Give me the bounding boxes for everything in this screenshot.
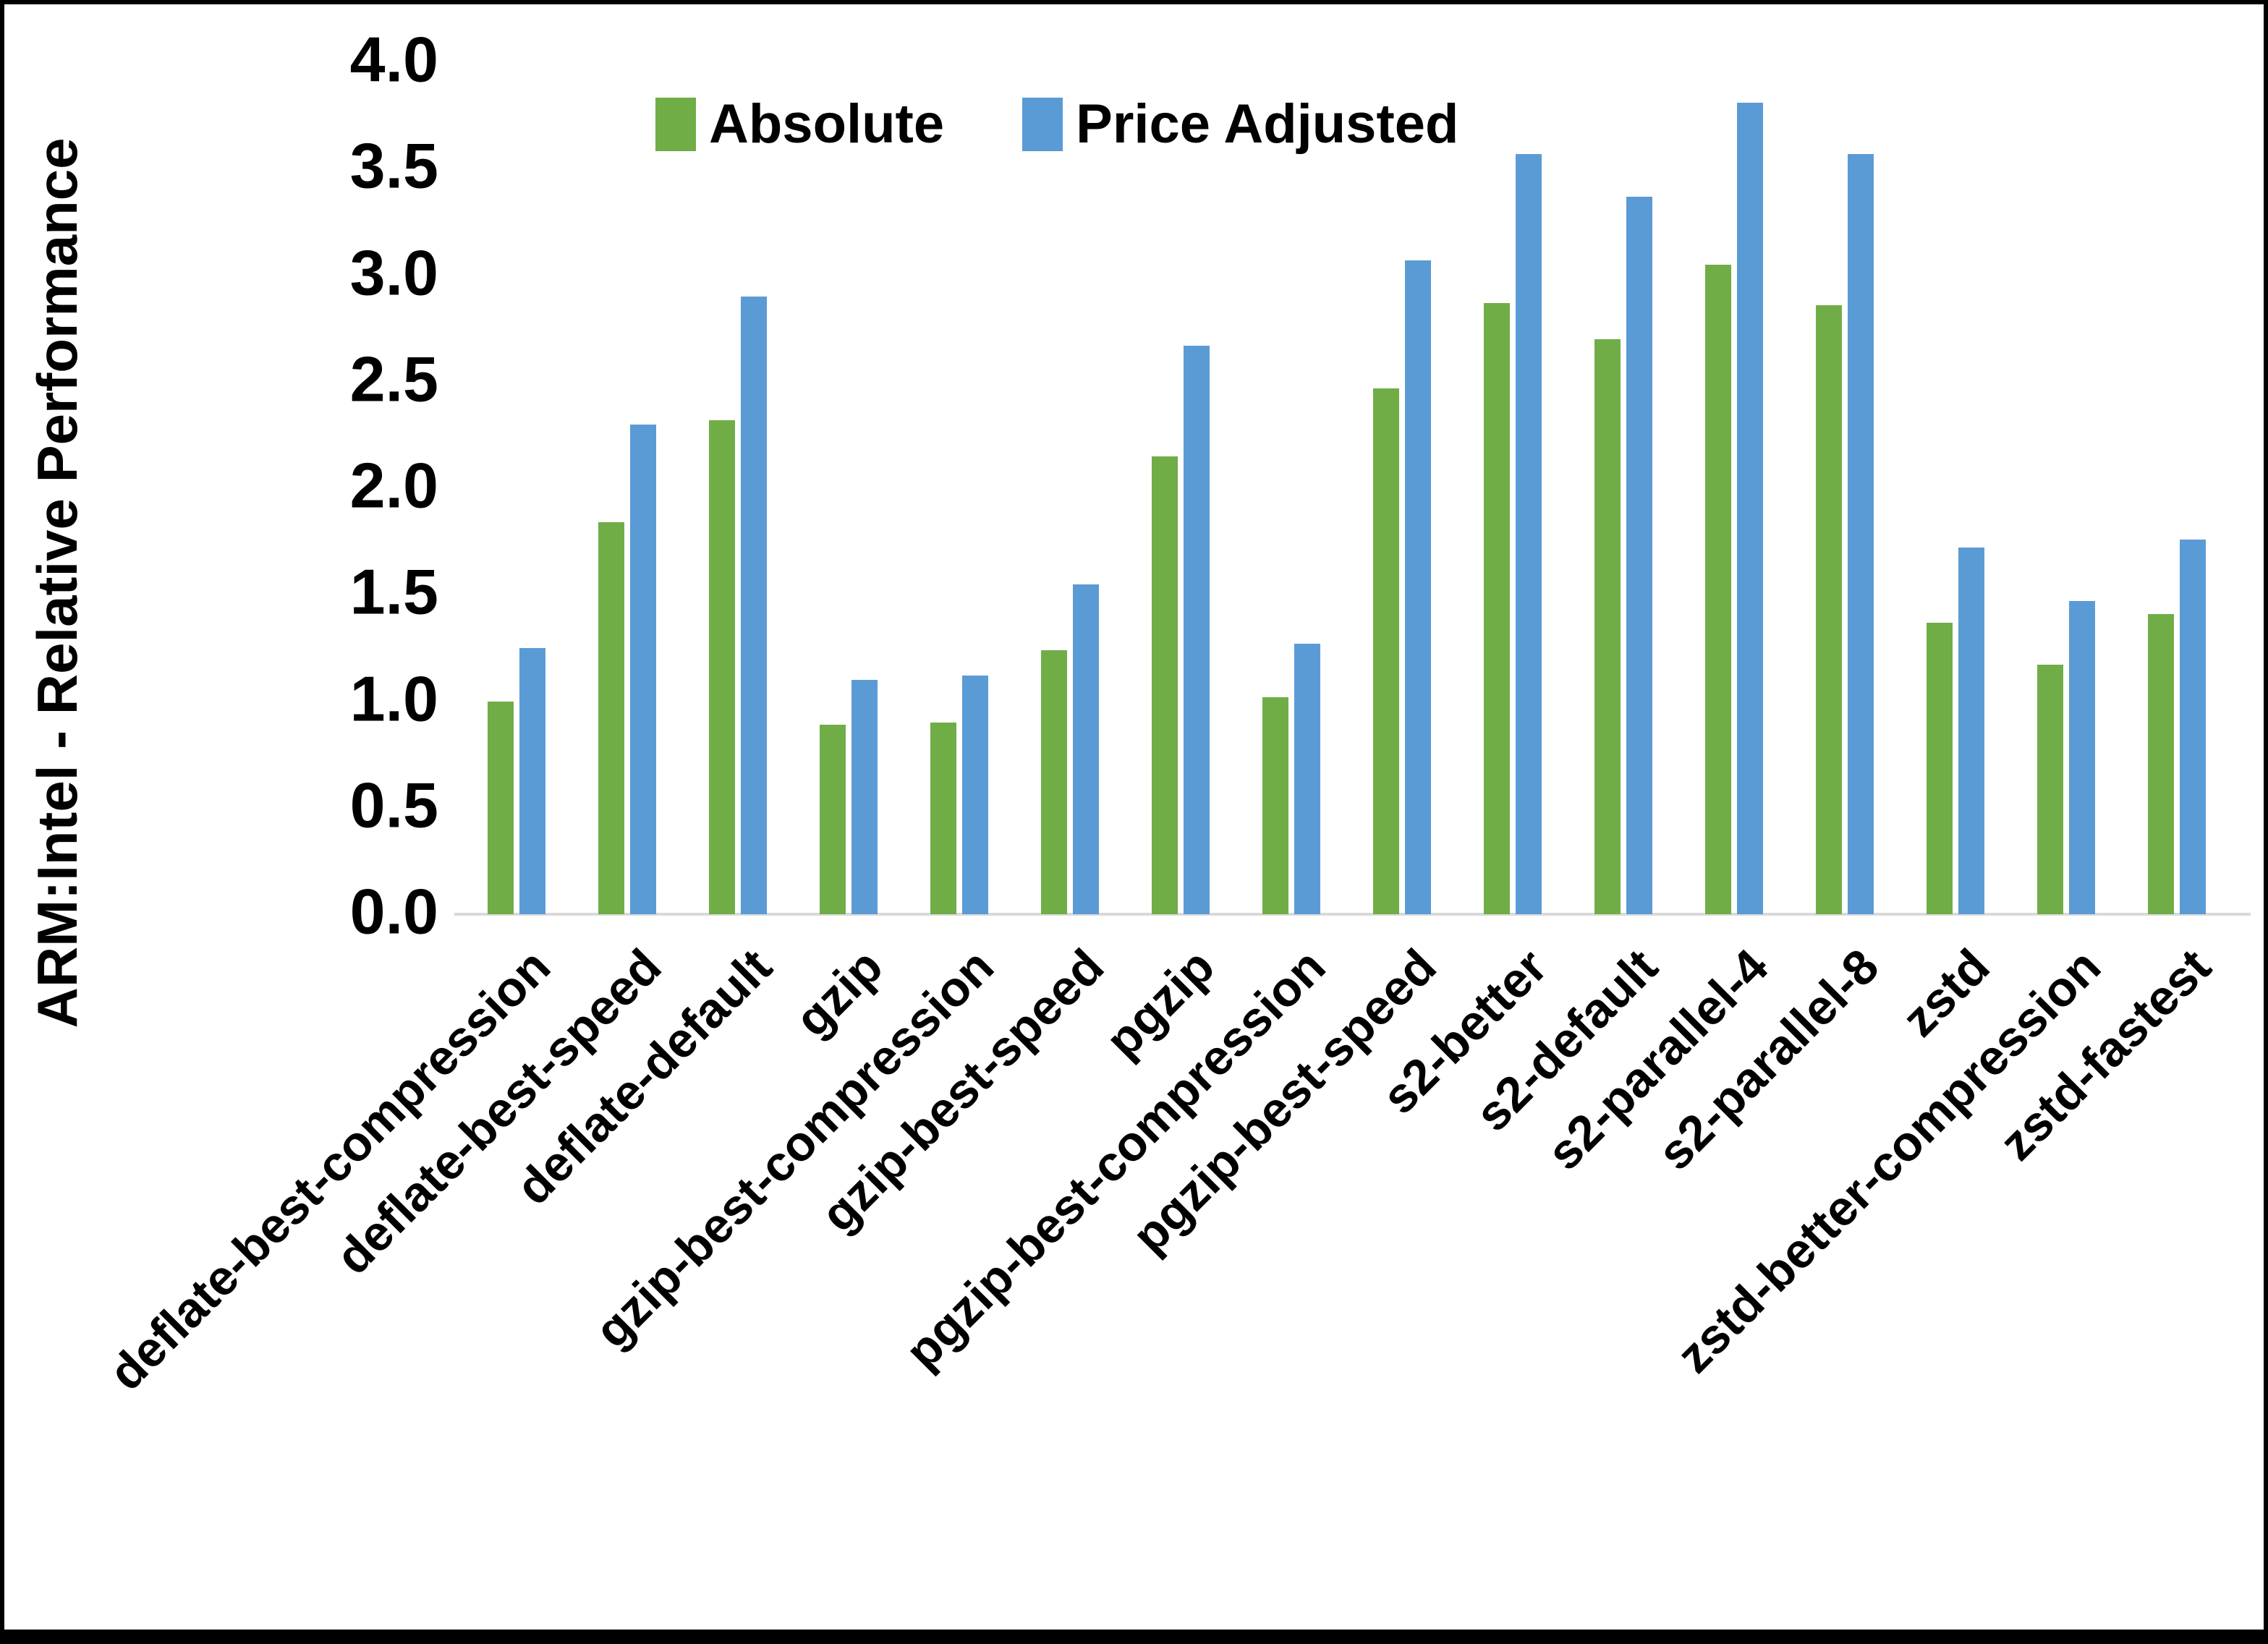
bar-absolute-pgzip-best-compression	[1262, 697, 1288, 914]
bar-price-adjusted-deflate-default	[741, 296, 767, 914]
bar-price-adjusted-pgzip	[1184, 345, 1210, 914]
legend-label-absolute: Absolute	[709, 93, 945, 155]
bar-absolute-zstd	[1927, 622, 1953, 914]
y-tick-label: 1.0	[349, 662, 438, 734]
bar-absolute-deflate-default	[709, 419, 735, 914]
bar-price-adjusted-pgzip-best-compression	[1294, 643, 1320, 914]
bar-price-adjusted-zstd-better-compression	[2069, 601, 2095, 914]
x-axis-category-label: deflate-best-compression	[98, 938, 561, 1401]
bar-price-adjusted-s2-parallel-8	[1848, 153, 1874, 914]
bar-absolute-pgzip-best-speed	[1373, 388, 1399, 914]
bar-absolute-deflate-best-compression	[488, 701, 514, 914]
legend-swatch-absolute-icon	[655, 98, 696, 151]
bar-absolute-s2-default	[1594, 338, 1621, 914]
bar-price-adjusted-gzip-best-speed	[1073, 584, 1099, 914]
bar-absolute-zstd-fastest	[2148, 613, 2174, 914]
legend-swatch-price-adjusted-icon	[1022, 98, 1063, 151]
bar-absolute-pgzip	[1152, 456, 1178, 914]
bar-price-adjusted-s2-parallel-4	[1737, 102, 1763, 914]
y-tick-label: 2.5	[349, 343, 438, 415]
bar-absolute-s2-better	[1484, 302, 1510, 914]
bar-price-adjusted-pgzip-best-speed	[1405, 260, 1431, 914]
bar-price-adjusted-zstd	[1958, 548, 1984, 914]
y-tick-label: 3.5	[349, 129, 438, 202]
bar-absolute-gzip-best-compression	[930, 722, 956, 914]
legend-label-price-adjusted: Price Adjusted	[1076, 93, 1459, 155]
bar-price-adjusted-zstd-fastest	[2180, 539, 2206, 914]
bar-absolute-s2-parallel-8	[1816, 304, 1842, 914]
y-tick-label: 4.0	[349, 23, 438, 95]
bar-price-adjusted-deflate-best-speed	[630, 424, 656, 914]
x-axis-line	[454, 913, 2251, 916]
legend-item-price-adjusted: Price Adjusted	[1022, 97, 1458, 152]
bar-price-adjusted-s2-default	[1626, 196, 1652, 914]
bar-absolute-s2-parallel-4	[1705, 264, 1731, 914]
y-tick-label: 1.5	[349, 555, 438, 628]
y-tick-label: 0.0	[349, 875, 438, 947]
bar-price-adjusted-gzip	[851, 680, 878, 914]
bar-price-adjusted-gzip-best-compression	[962, 676, 988, 914]
legend: Absolute Price Adjusted	[655, 94, 1458, 155]
bar-absolute-gzip	[820, 724, 846, 914]
y-tick-label: 0.5	[349, 769, 438, 841]
bar-absolute-gzip-best-speed	[1041, 649, 1067, 914]
y-tick-label: 2.0	[349, 449, 438, 521]
bar-absolute-zstd-better-compression	[2037, 665, 2063, 914]
bar-absolute-deflate-best-speed	[598, 522, 624, 914]
bar-price-adjusted-deflate-best-compression	[519, 647, 545, 914]
y-tick-label: 3.0	[349, 236, 438, 308]
legend-item-absolute: Absolute	[655, 97, 944, 152]
bar-price-adjusted-s2-better	[1516, 153, 1542, 914]
